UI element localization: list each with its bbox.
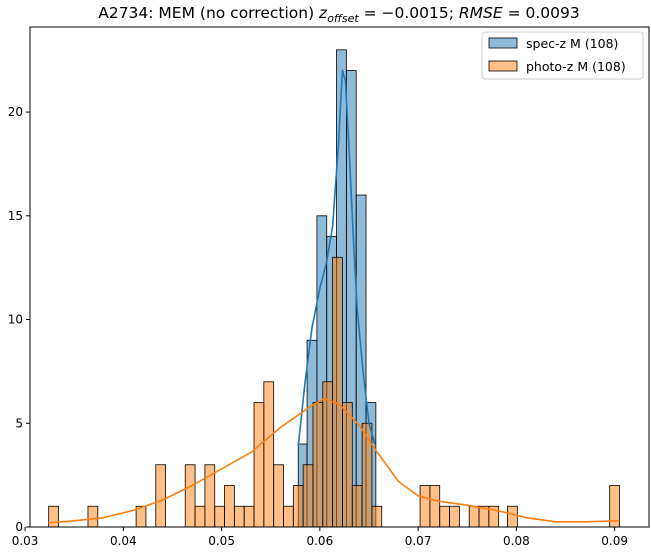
histogram-bar-photo-z: [155, 464, 167, 528]
histogram-bar-photo-z: [214, 505, 225, 528]
histogram-bar-photo-z: [332, 256, 343, 528]
title-z-value: = −0.0015;: [359, 4, 459, 22]
x-tick-label: 0.05: [208, 534, 235, 548]
histogram-bar-photo-z: [302, 464, 314, 528]
histogram-bar-photo-z: [419, 485, 431, 528]
title-z-subscript: offset: [327, 12, 359, 25]
histogram-bar-photo-z: [342, 402, 353, 528]
x-tick-label: 0.04: [110, 534, 137, 548]
legend-swatch-spec-z: [488, 37, 518, 49]
axes: 0.03 0.04 0.05 0.06 0.07 0.08 0.09 0 5 10 15 20: [8, 105, 628, 548]
y-tick-label: 15: [8, 209, 23, 223]
y-tick-label: 20: [8, 105, 23, 119]
title-z-symbol: z: [318, 4, 328, 22]
histogram-bar-photo-z: [233, 505, 245, 528]
legend-box: [481, 31, 644, 80]
histogram-bar-photo-z: [194, 505, 206, 528]
histogram-bar-photo-z: [429, 485, 441, 528]
histogram-bar-photo-z: [263, 381, 275, 528]
legend-label-spec-z: spec-z M (108): [526, 36, 618, 51]
histogram-bar-photo-z: [351, 485, 363, 528]
histogram-bar-photo-z: [507, 505, 518, 528]
title-rmse-value: = 0.0093: [503, 4, 580, 22]
histogram-bar-photo-z: [292, 485, 304, 528]
histogram-bar-photo-z: [449, 505, 460, 528]
histogram-bar-photo-z: [439, 505, 450, 528]
x-tick-label: 0.08: [503, 534, 530, 548]
histogram-bar-photo-z: [273, 464, 284, 528]
x-tick-label: 0.06: [306, 534, 333, 548]
histogram-bar-photo-z: [243, 505, 255, 528]
legend: spec-z M (108) photo-z M (108): [481, 31, 644, 80]
histogram-bar-photo-z: [283, 505, 294, 528]
histogram-bar-photo-z: [361, 422, 373, 528]
chart-title: A2734: MEM (no correction) zoffset = −0.…: [98, 4, 580, 25]
legend-label-photo-z: photo-z M (108): [526, 59, 626, 74]
axes-frame: [29, 26, 650, 528]
x-tick-label: 0.03: [12, 534, 39, 548]
legend-swatch-photo-z: [488, 60, 518, 72]
y-tick-label: 0: [15, 520, 23, 534]
histogram-bar-photo-z: [322, 381, 334, 528]
x-tick-label: 0.09: [601, 534, 628, 548]
histogram-bar-photo-z: [468, 505, 480, 528]
kde-line-spec-z: [297, 69, 376, 447]
histogram-bar-photo-z: [253, 402, 265, 528]
kde-line-photo-z: [48, 397, 620, 524]
y-tick-label: 10: [8, 313, 23, 327]
histogram-bar-photo-z: [312, 402, 324, 528]
histogram-bar-photo-z: [184, 464, 196, 528]
x-tick-label: 0.07: [405, 534, 432, 548]
title-rmse-symbol: RMSE: [459, 4, 503, 22]
title-prefix: A2734: MEM (no correction): [98, 4, 319, 22]
histogram-bar-photo-z: [48, 505, 59, 528]
histogram-bar-photo-z: [371, 505, 383, 528]
y-tick-label: 5: [15, 416, 23, 430]
histogram-bar-photo-z: [224, 485, 235, 528]
histogram-bar-photo-z: [87, 505, 99, 528]
plot-area: [48, 49, 620, 528]
